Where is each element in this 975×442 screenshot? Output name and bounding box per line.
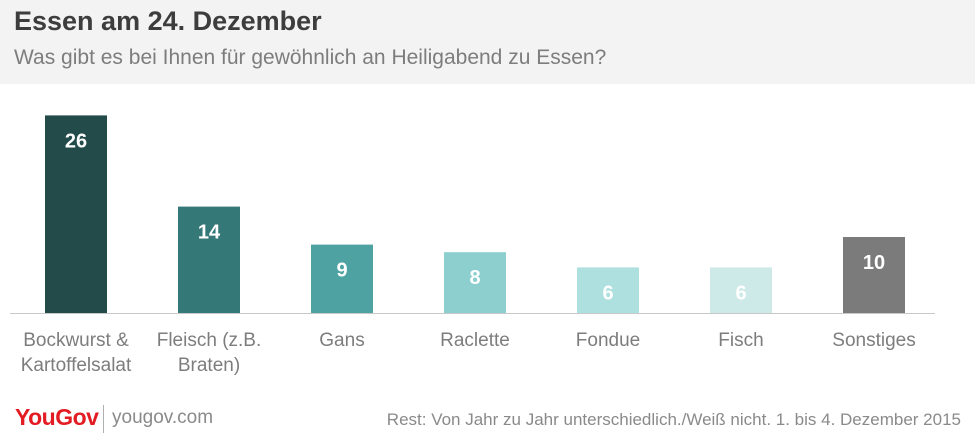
bar <box>178 206 240 313</box>
data-label: 14 <box>198 222 221 244</box>
footer-note: Rest: Von Jahr zu Jahr unterschiedlich./… <box>386 410 961 429</box>
category-label: Gans <box>319 330 364 351</box>
category-label: Braten) <box>178 355 240 376</box>
category-label: Raclette <box>440 330 510 351</box>
category-label: Fisch <box>718 330 763 351</box>
bar <box>577 267 639 313</box>
category-label: Sonstiges <box>832 330 915 351</box>
data-label: 6 <box>735 282 746 304</box>
chart-title: Essen am 24. Dezember <box>14 6 322 36</box>
footer-divider <box>103 405 104 433</box>
category-label: Fleisch (z.B. <box>157 330 262 351</box>
bar <box>311 244 373 313</box>
category-label: Kartoffelsalat <box>21 355 132 376</box>
bar-chart: 26 Bockwurst & Kartoffelsalat 14 Fleisch (z.… <box>10 115 935 376</box>
bar <box>843 237 905 313</box>
category-label: Fondue <box>576 330 640 351</box>
header-band: Essen am 24. Dezember Was gibt es bei Ih… <box>0 0 975 84</box>
data-label: 10 <box>863 252 885 274</box>
footer-site-link[interactable]: yougov.com <box>112 407 214 428</box>
data-label: 8 <box>469 267 480 289</box>
bar <box>444 252 506 313</box>
category-label: Bockwurst & <box>23 330 129 351</box>
bar <box>710 267 772 313</box>
data-label: 9 <box>336 260 347 282</box>
bar <box>45 115 107 314</box>
chart-subtitle: Was gibt es bei Ihnen für gewöhnlich an … <box>14 46 607 69</box>
data-label: 26 <box>65 130 87 152</box>
data-label: 6 <box>602 282 613 304</box>
yougov-logo: YouGov <box>15 404 99 430</box>
